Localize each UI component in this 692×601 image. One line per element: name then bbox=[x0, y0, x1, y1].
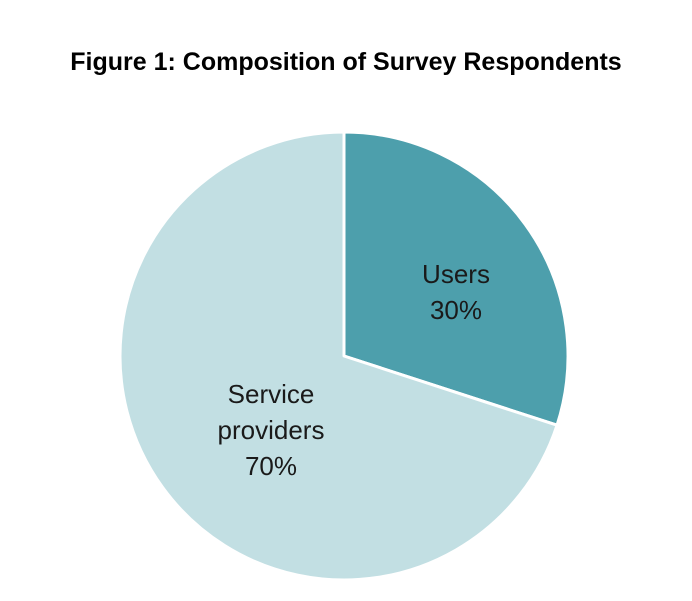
pie-slices bbox=[118, 130, 570, 582]
pie-slice-1 bbox=[118, 130, 559, 582]
slice-value-label: 70% bbox=[245, 451, 297, 481]
slice-label-1: Service providers 70% bbox=[218, 379, 325, 481]
pie-labels: Users 30% Service providers 70% bbox=[218, 259, 490, 481]
slice-name-label: Service bbox=[228, 379, 315, 409]
chart-title: Figure 1: Composition of Survey Responde… bbox=[70, 48, 622, 76]
slice-name-label: Users bbox=[422, 259, 490, 289]
slice-label-0: Users 30% bbox=[422, 259, 490, 325]
slice-value-label: 30% bbox=[430, 295, 482, 325]
pie-slice-0 bbox=[342, 130, 570, 427]
slice-name-label: providers bbox=[218, 415, 325, 445]
